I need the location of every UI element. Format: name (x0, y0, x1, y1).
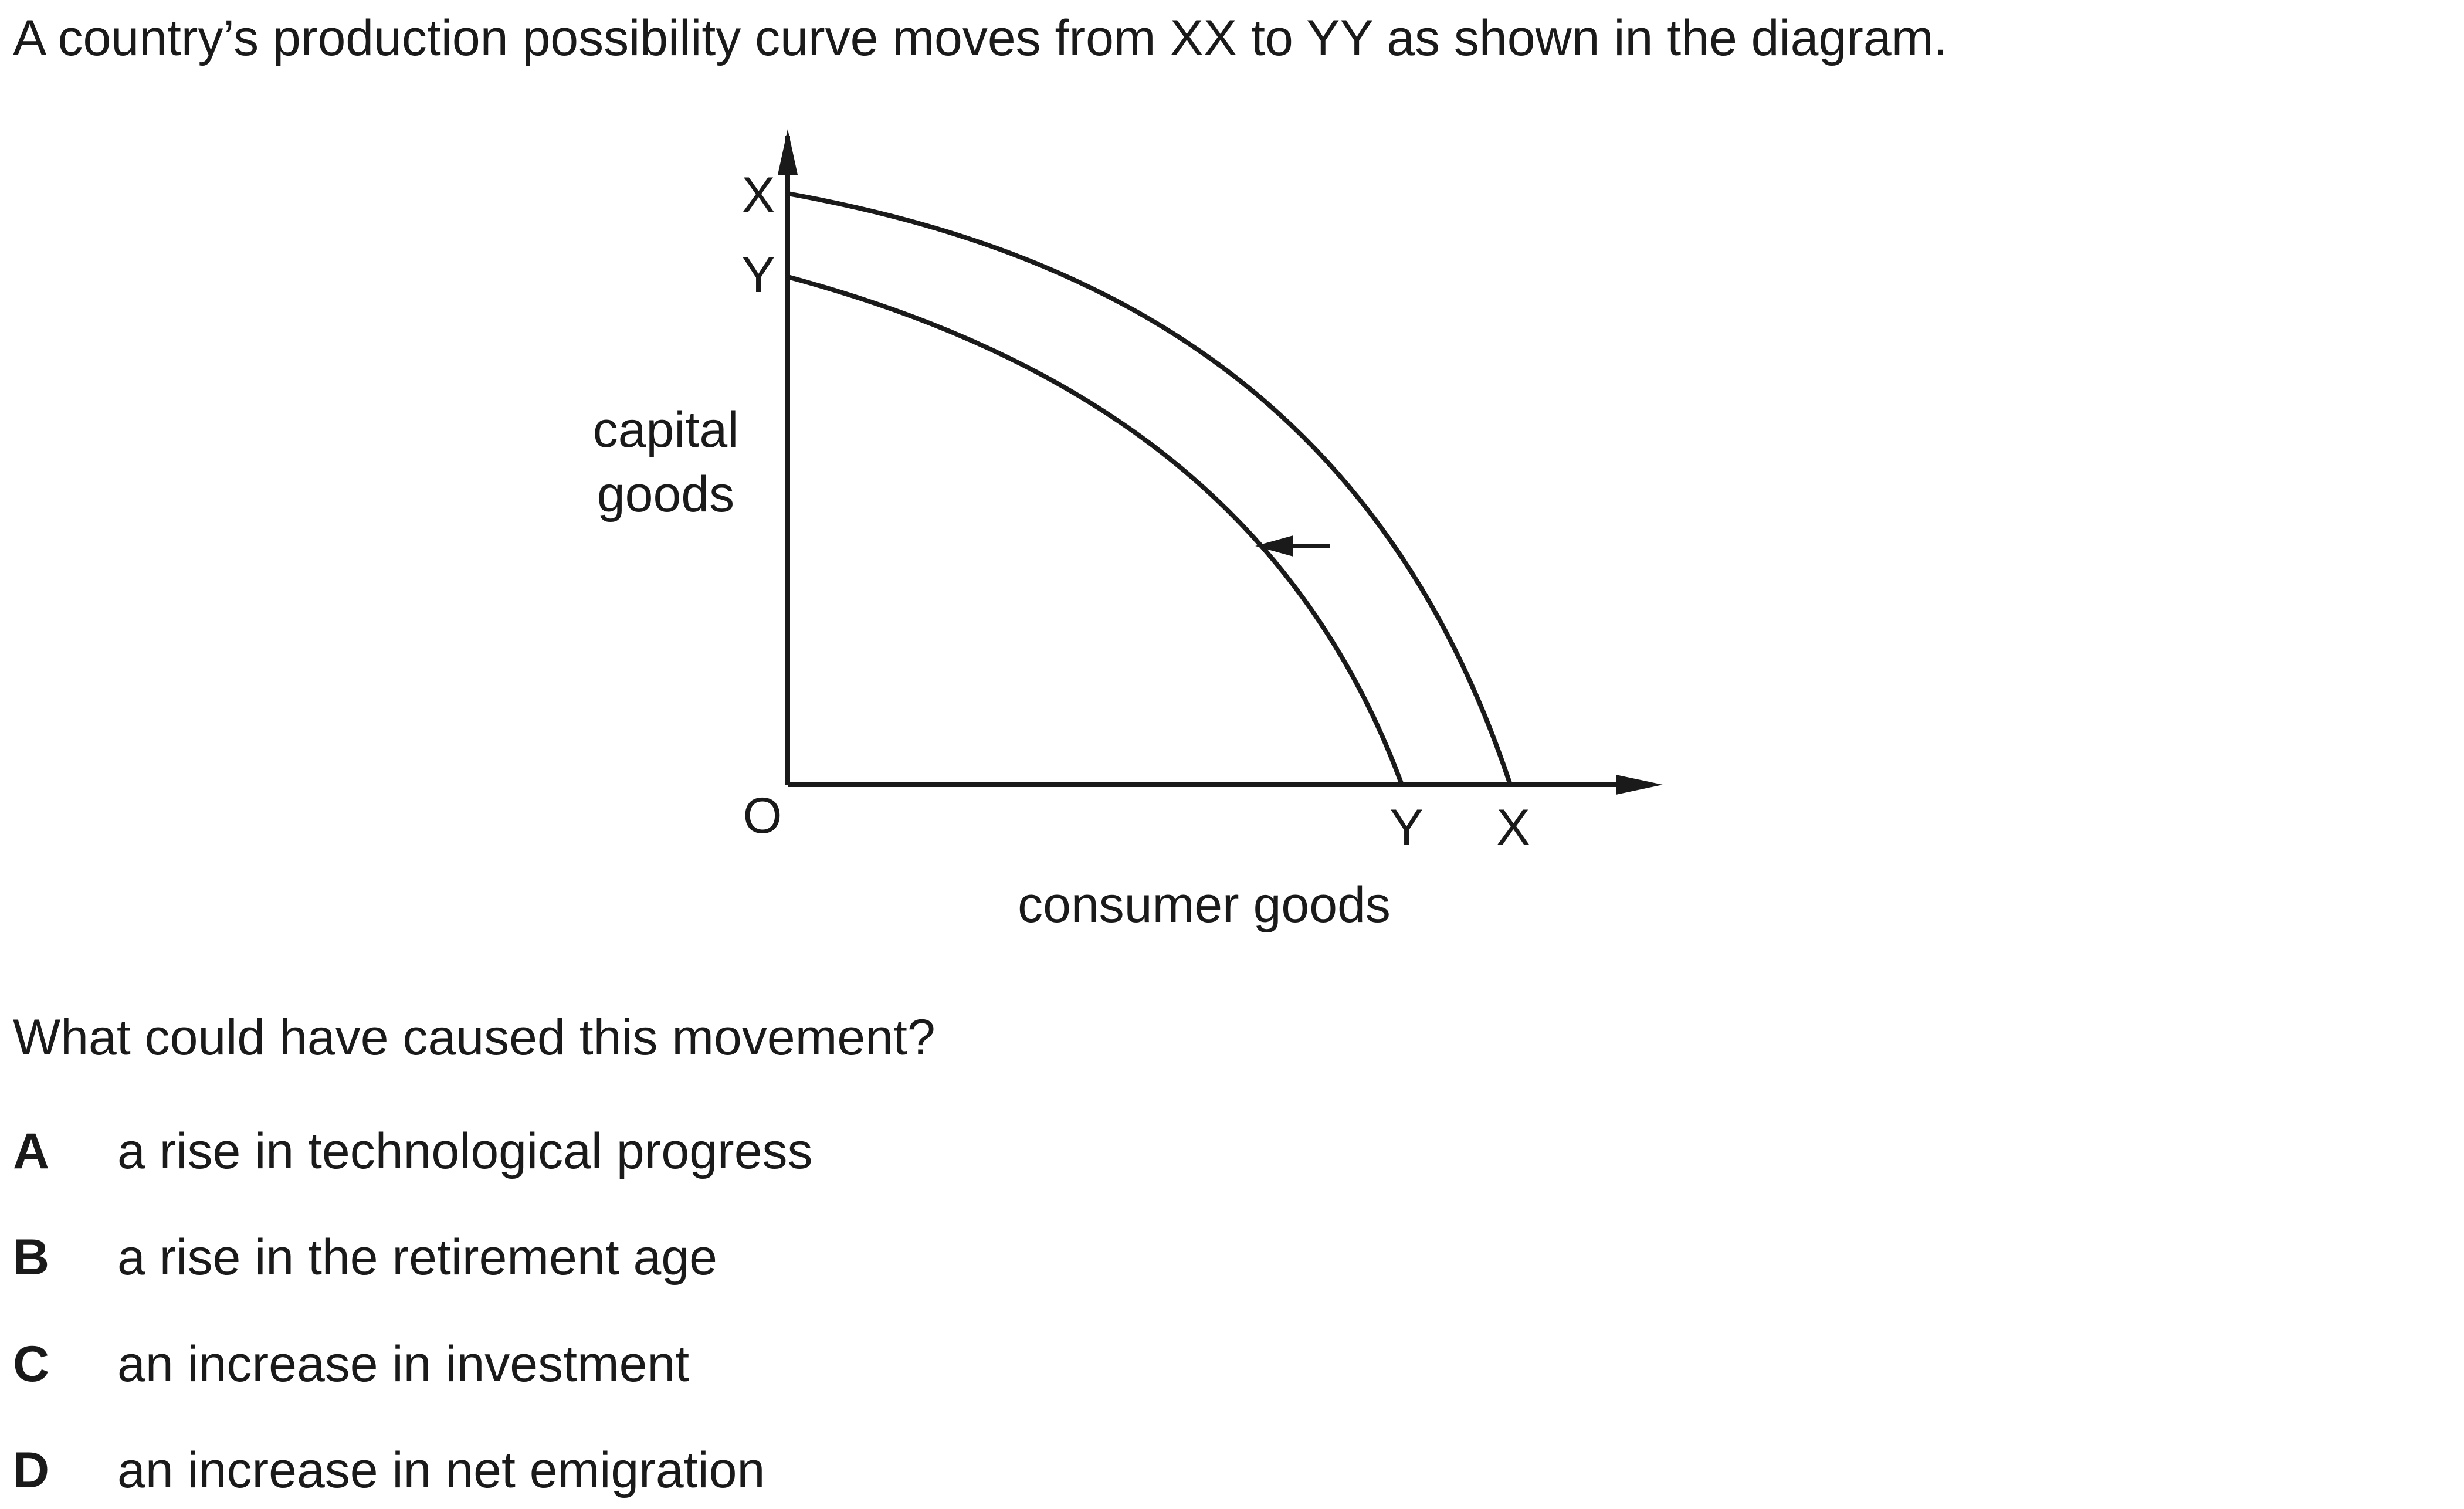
option-c-text: an increase in investment (117, 1336, 690, 1392)
y-axis-title-line1: capital (593, 402, 739, 458)
curve-yy (787, 274, 1404, 786)
y-axis-title-line2: goods (597, 466, 734, 523)
option-b-text: a rise in the retirement age (117, 1229, 717, 1286)
x-axis-label-y: Y (1389, 799, 1423, 856)
x-axis-label-x: X (1496, 799, 1530, 856)
option-a-letter: A (13, 1123, 50, 1179)
y-axis-label-y: Y (741, 247, 775, 303)
option-c-letter: C (13, 1336, 50, 1392)
shift-arrowhead (1255, 535, 1293, 557)
option-d-letter: D (13, 1442, 50, 1498)
x-axis-arrowhead (1616, 775, 1663, 795)
question-stem: A country’s production possibility curve… (13, 10, 1948, 66)
y-axis-arrowhead (778, 129, 798, 175)
option-b-letter: B (13, 1229, 50, 1286)
option-a-text: a rise in technological progress (117, 1123, 813, 1179)
curve-xx (787, 191, 1513, 786)
y-axis-label-x: X (741, 167, 775, 223)
origin-label: O (743, 788, 782, 844)
x-axis-title: consumer goods (1018, 877, 1391, 933)
option-d-text: an increase in net emigration (117, 1442, 765, 1498)
question-prompt: What could have caused this movement? (13, 1009, 936, 1066)
